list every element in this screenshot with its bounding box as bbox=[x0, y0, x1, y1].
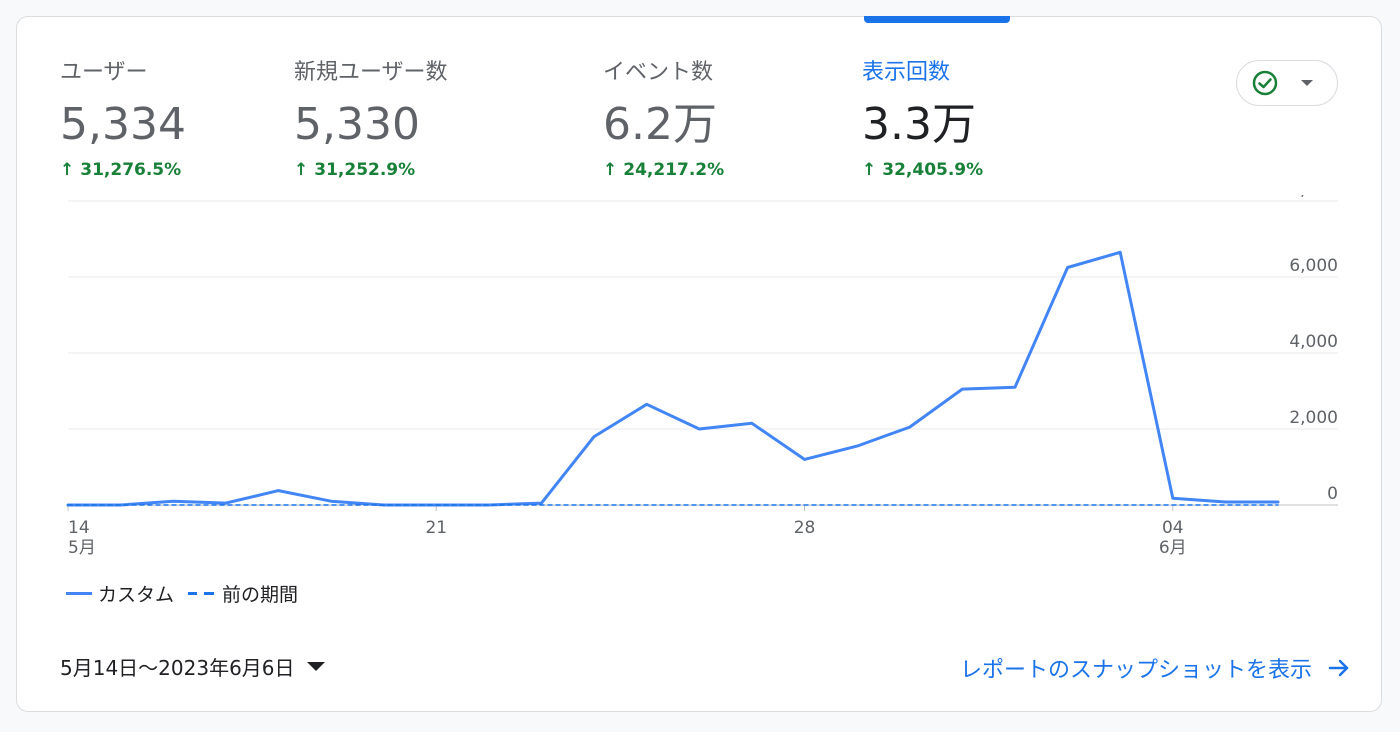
y-tick-label: 8,000 bbox=[1289, 195, 1338, 200]
metric-new-users[interactable]: 新規ユーザー数 5,330 ↑ 31,252.9% bbox=[294, 58, 448, 180]
overview-card bbox=[16, 16, 1382, 712]
y-tick-label: 2,000 bbox=[1289, 408, 1338, 428]
series-line-current bbox=[66, 250, 1280, 507]
x-tick-label: 21 bbox=[425, 518, 447, 538]
active-metric-indicator bbox=[864, 16, 1010, 23]
arrow-up-icon: ↑ bbox=[60, 160, 75, 180]
arrow-up-icon: ↑ bbox=[294, 160, 309, 180]
legend-item-previous: 前の期間 bbox=[188, 580, 298, 607]
arrow-up-icon: ↑ bbox=[862, 160, 877, 180]
legend-label: カスタム bbox=[98, 584, 175, 606]
metric-change: ↑ 31,276.5% bbox=[60, 160, 182, 180]
legend-item-current: カスタム bbox=[66, 580, 174, 607]
y-tick-label: 6,000 bbox=[1289, 256, 1338, 276]
metric-label: 新規ユーザー数 bbox=[294, 60, 448, 85]
metric-value: 5,334 bbox=[60, 99, 186, 150]
metric-label: ユーザー bbox=[60, 60, 148, 85]
view-report-snapshot-link[interactable]: レポートのスナップショットを表示 bbox=[960, 652, 1352, 684]
x-tick-month-label: 5月 bbox=[68, 538, 96, 558]
chevron-down-icon bbox=[1301, 80, 1313, 86]
snapshot-link-label: レポートのスナップショットを表示 bbox=[959, 658, 1312, 683]
legend-label: 前の期間 bbox=[222, 584, 299, 606]
x-tick-label: 14 bbox=[68, 518, 90, 538]
metric-users[interactable]: ユーザー 5,334 ↑ 31,276.5% bbox=[60, 58, 186, 180]
metric-value: 5,330 bbox=[294, 99, 420, 150]
metric-change: ↑ 32,405.9% bbox=[862, 160, 984, 180]
y-tick-label: 0 bbox=[1327, 484, 1338, 504]
legend-solid-line bbox=[66, 592, 92, 595]
chart-legend: カスタム 前の期間 bbox=[66, 580, 312, 607]
x-tick-month-label: 6月 bbox=[1159, 538, 1187, 558]
x-tick-label: 28 bbox=[794, 518, 816, 538]
arrow-right-icon bbox=[1328, 659, 1349, 677]
metric-change: ↑ 31,252.9% bbox=[294, 160, 416, 180]
metric-views[interactable]: 表示回数 3.3万 ↑ 32,405.9% bbox=[862, 58, 983, 180]
metric-label: イベント数 bbox=[603, 60, 714, 85]
metric-label: 表示回数 bbox=[862, 60, 951, 85]
metric-change: ↑ 24,217.2% bbox=[603, 160, 725, 180]
legend-dashed-line bbox=[188, 592, 215, 595]
arrow-up-icon: ↑ bbox=[603, 160, 618, 180]
metric-value: 3.3万 bbox=[862, 99, 976, 150]
date-range-selector[interactable]: 5月14日〜2023年6月6日 bbox=[60, 652, 325, 681]
comparison-toggle-button[interactable] bbox=[1236, 60, 1338, 106]
metric-events[interactable]: イベント数 6.2万 ↑ 24,217.2% bbox=[603, 58, 724, 180]
y-tick-label: 4,000 bbox=[1289, 332, 1338, 352]
metric-value: 6.2万 bbox=[603, 99, 717, 150]
caret-down-icon bbox=[306, 662, 325, 671]
date-range-label: 5月14日〜2023年6月6日 bbox=[60, 656, 295, 680]
x-tick-label: 04 bbox=[1162, 518, 1184, 538]
check-circle-icon bbox=[1252, 70, 1278, 96]
